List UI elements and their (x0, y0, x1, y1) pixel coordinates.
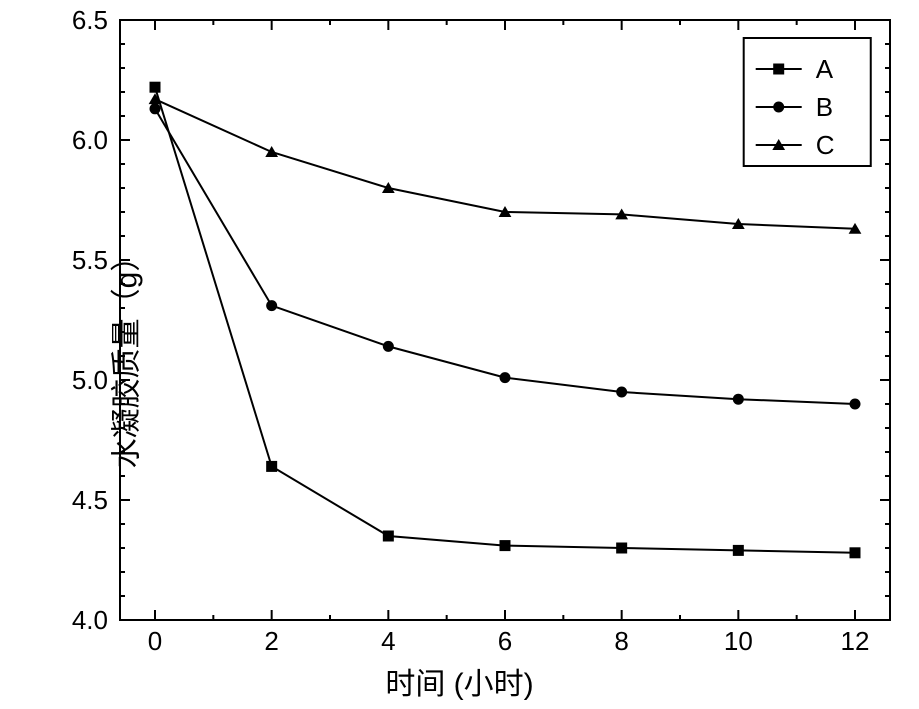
marker-circle (733, 394, 744, 405)
marker-circle (383, 341, 394, 352)
marker-circle (616, 387, 627, 398)
marker-square (150, 82, 161, 93)
x-tick-label: 2 (264, 626, 278, 656)
marker-circle (500, 372, 511, 383)
x-tick-label: 6 (498, 626, 512, 656)
marker-square (773, 64, 784, 75)
x-tick-label: 8 (614, 626, 628, 656)
marker-circle (266, 300, 277, 311)
x-axis-label: 时间 (小时) (385, 659, 533, 703)
chart-container: 水凝胶质量（g） 时间 (小时) 0246810124.04.55.05.56.… (0, 0, 919, 709)
y-axis-label: 水凝胶质量（g） (101, 241, 145, 468)
marker-square (500, 540, 511, 551)
marker-triangle (265, 146, 278, 157)
legend-label: B (816, 92, 833, 122)
y-tick-label: 6.5 (72, 5, 108, 35)
x-tick-label: 12 (841, 626, 870, 656)
y-tick-label: 6.0 (72, 125, 108, 155)
marker-square (733, 545, 744, 556)
y-tick-label: 4.0 (72, 605, 108, 635)
marker-square (850, 547, 861, 558)
marker-circle (150, 103, 161, 114)
marker-square (383, 531, 394, 542)
marker-square (266, 461, 277, 472)
legend: ABC (744, 38, 871, 166)
legend-label: C (816, 130, 835, 160)
x-tick-label: 10 (724, 626, 753, 656)
y-tick-label: 4.5 (72, 485, 108, 515)
marker-circle (850, 399, 861, 410)
x-tick-label: 4 (381, 626, 395, 656)
x-tick-label: 0 (148, 626, 162, 656)
legend-label: A (816, 54, 834, 84)
marker-circle (773, 102, 784, 113)
marker-square (616, 543, 627, 554)
